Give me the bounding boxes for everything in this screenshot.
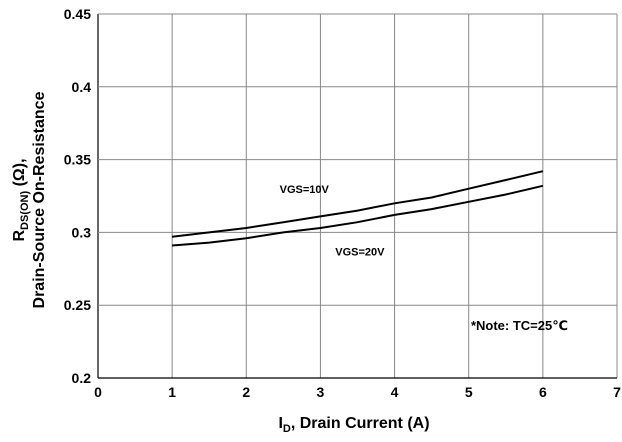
x-tick-label: 6 bbox=[539, 384, 547, 400]
annotations: VGS=10V VGS=20V *Note: TC=25℃ bbox=[280, 184, 568, 333]
x-tick-label: 5 bbox=[465, 384, 473, 400]
x-tick-label: 0 bbox=[94, 384, 102, 400]
x-tick-label: 4 bbox=[391, 384, 399, 400]
series-label: VGS=20V bbox=[335, 247, 385, 259]
svg-text:RDS(ON) (Ω),: RDS(ON) (Ω), bbox=[11, 158, 31, 241]
series-label: VGS=10V bbox=[280, 184, 330, 196]
x-tick-label: 1 bbox=[168, 384, 176, 400]
y-tick-label: 0.3 bbox=[72, 224, 92, 240]
note-annotation: *Note: TC=25℃ bbox=[471, 318, 568, 333]
y-tick-label: 0.25 bbox=[64, 297, 91, 313]
y-tick-label: 0.2 bbox=[72, 370, 92, 386]
series-line-vgs-10v bbox=[171, 170, 544, 238]
y-axis-title: RDS(ON) (Ω), Drain-Source On-Resistance bbox=[11, 91, 48, 308]
x-tick-label: 7 bbox=[613, 384, 621, 400]
x-tick-label: 3 bbox=[317, 384, 325, 400]
y-tick-label: 0.35 bbox=[64, 152, 91, 168]
grid bbox=[97, 13, 618, 379]
series-group bbox=[171, 170, 544, 247]
series-line-vgs-20v bbox=[172, 184, 544, 247]
x-tick-label: 2 bbox=[242, 384, 250, 400]
svg-text:Drain-Source On-Resistance: Drain-Source On-Resistance bbox=[31, 91, 48, 308]
x-tick-labels: 0 1 2 3 4 5 6 7 bbox=[94, 384, 621, 400]
y-tick-label: 0.4 bbox=[72, 79, 92, 95]
y-tick-labels: 0.2 0.25 0.3 0.35 0.4 0.45 bbox=[64, 6, 91, 386]
x-axis-title: ID, Drain Current (A) bbox=[278, 415, 429, 435]
y-tick-label: 0.45 bbox=[64, 6, 91, 22]
